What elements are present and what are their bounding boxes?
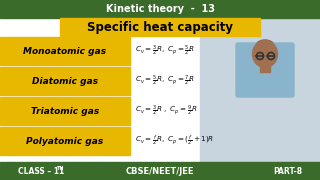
Text: TH: TH — [57, 166, 65, 172]
Text: CLASS – 11: CLASS – 11 — [18, 166, 64, 176]
Bar — [0, 162, 320, 180]
Text: Triatomic gas: Triatomic gas — [31, 107, 99, 116]
Text: Diatomic gas: Diatomic gas — [32, 76, 98, 86]
FancyBboxPatch shape — [236, 43, 294, 97]
Text: $C_v= \frac{5}{2}R,\ C_p= \frac{7}{2}R$: $C_v= \frac{5}{2}R,\ C_p= \frac{7}{2}R$ — [135, 74, 195, 88]
Text: $C_v= \frac{3}{2}R\ ,\ C_p= \frac{9}{2}R$: $C_v= \frac{3}{2}R\ ,\ C_p= \frac{9}{2}R… — [135, 104, 198, 118]
Bar — [260, 60, 270, 72]
Text: Specific heat capacity: Specific heat capacity — [87, 21, 233, 33]
Ellipse shape — [252, 40, 277, 68]
Text: Polyatomic gas: Polyatomic gas — [26, 136, 104, 145]
Bar — [60, 18, 260, 36]
Text: $C_v= \frac{f}{2}R,\ C_p=(\frac{f}{2}+1)R$: $C_v= \frac{f}{2}R,\ C_p=(\frac{f}{2}+1)… — [135, 134, 214, 148]
Bar — [200, 18, 320, 162]
Text: PART-8: PART-8 — [273, 166, 302, 176]
Text: $C_v= \frac{3}{2}R,\ C_p= \frac{5}{2}R$: $C_v= \frac{3}{2}R,\ C_p= \frac{5}{2}R$ — [135, 44, 195, 58]
Bar — [0, 67, 130, 95]
Bar — [0, 37, 130, 65]
Text: CBSE/NEET/JEE: CBSE/NEET/JEE — [126, 166, 194, 176]
Ellipse shape — [251, 40, 279, 70]
Bar — [0, 97, 130, 125]
Text: Kinetic theory  -  13: Kinetic theory - 13 — [106, 4, 214, 14]
Bar — [0, 0, 320, 18]
Bar — [0, 127, 130, 155]
Text: Monoatomic gas: Monoatomic gas — [23, 46, 107, 55]
